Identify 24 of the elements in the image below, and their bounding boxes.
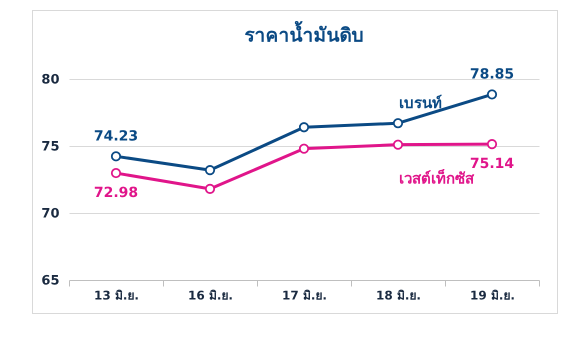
point <box>392 118 404 128</box>
point <box>298 144 310 154</box>
point <box>298 122 310 132</box>
point <box>204 184 216 194</box>
y-tick-label: 80 <box>41 72 60 88</box>
point <box>486 139 498 150</box>
x-tick-label: 13 มิ.ย. <box>94 288 139 302</box>
chart-title: ราคาน้ำมันดิบ <box>244 20 364 46</box>
point <box>110 168 122 178</box>
point <box>486 89 498 100</box>
point <box>110 151 122 162</box>
point <box>392 140 404 150</box>
series-label: เบรนท์ <box>399 94 442 112</box>
y-tick-label: 75 <box>41 140 60 154</box>
data-label: 74.23 <box>94 128 138 144</box>
x-tick-label: 18 มิ.ย. <box>376 288 421 302</box>
data-label: 78.85 <box>470 66 514 82</box>
x-tick-label: 16 มิ.ย. <box>188 288 233 302</box>
y-tick-label: 65 <box>41 274 60 288</box>
point <box>204 165 216 176</box>
y-tick-label: 70 <box>41 206 60 222</box>
x-tick-label: 19 มิ.ย. <box>470 288 515 302</box>
x-tick-label: 17 มิ.ย. <box>282 288 327 302</box>
data-label: 72.98 <box>94 185 138 202</box>
